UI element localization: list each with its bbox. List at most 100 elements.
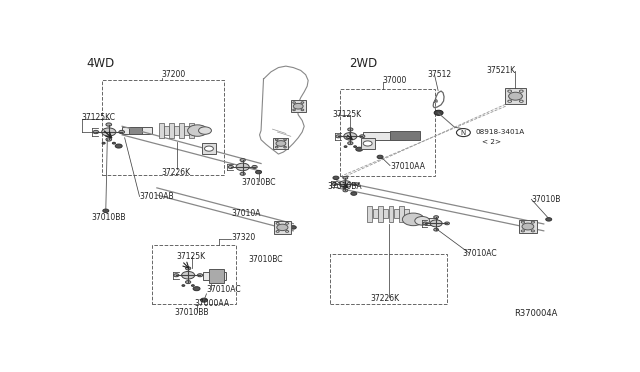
Circle shape [93, 130, 99, 134]
Circle shape [228, 166, 234, 169]
Circle shape [186, 280, 191, 283]
Text: 37010BC: 37010BC [249, 255, 283, 264]
Circle shape [348, 142, 353, 145]
Bar [202, 143, 216, 154]
Text: 37521K: 37521K [486, 66, 516, 75]
Text: 2WD: 2WD [349, 57, 378, 70]
Bar [291, 100, 306, 112]
Circle shape [106, 138, 111, 141]
Circle shape [508, 100, 511, 102]
Text: R370004A: R370004A [514, 310, 557, 318]
Bar [159, 123, 164, 138]
Circle shape [377, 155, 383, 158]
Text: 37010BB: 37010BB [174, 308, 209, 317]
Circle shape [292, 109, 296, 110]
Circle shape [276, 222, 279, 224]
Text: 37226K: 37226K [370, 294, 399, 303]
Circle shape [509, 92, 522, 100]
Circle shape [343, 176, 348, 179]
Bar [367, 206, 372, 221]
Circle shape [364, 141, 372, 146]
Circle shape [173, 274, 179, 277]
Text: 37010AB: 37010AB [140, 192, 174, 201]
Text: 37125KC: 37125KC [81, 113, 115, 122]
Circle shape [188, 125, 207, 136]
Circle shape [240, 172, 245, 175]
Bar [273, 138, 288, 149]
Bar [404, 209, 409, 218]
Circle shape [351, 192, 356, 195]
Bar [184, 126, 189, 135]
Bar [274, 221, 291, 234]
Text: 37226K: 37226K [162, 168, 191, 177]
Bar [174, 126, 179, 135]
Circle shape [423, 222, 428, 225]
Circle shape [333, 176, 339, 180]
Circle shape [292, 102, 296, 103]
Bar [330, 254, 447, 304]
Bar [505, 88, 526, 104]
Bar [361, 138, 374, 149]
Text: 37010AC: 37010AC [462, 249, 497, 258]
Circle shape [336, 135, 341, 138]
Circle shape [115, 144, 122, 148]
Circle shape [182, 272, 195, 279]
Circle shape [508, 90, 511, 92]
Text: 37200: 37200 [162, 70, 186, 79]
Circle shape [301, 109, 304, 110]
Bar [340, 89, 435, 176]
Bar [383, 209, 388, 218]
Circle shape [276, 231, 279, 232]
Bar [388, 206, 394, 221]
Bar [372, 209, 378, 218]
Circle shape [252, 166, 257, 169]
Circle shape [198, 127, 211, 134]
Text: 08918-3401A: 08918-3401A [476, 129, 525, 135]
Circle shape [348, 128, 353, 131]
Circle shape [293, 103, 303, 109]
Bar [189, 123, 194, 138]
Circle shape [276, 141, 286, 146]
Circle shape [520, 90, 523, 92]
Circle shape [205, 146, 213, 151]
Circle shape [284, 139, 286, 141]
Circle shape [275, 146, 278, 148]
Circle shape [434, 228, 438, 231]
Circle shape [522, 221, 525, 223]
Bar [179, 123, 184, 138]
Text: 37010BB: 37010BB [91, 214, 125, 222]
Text: N: N [461, 129, 466, 135]
Bar [122, 127, 152, 134]
Circle shape [102, 128, 116, 136]
Circle shape [522, 223, 534, 230]
Circle shape [186, 267, 191, 270]
Text: 37000: 37000 [383, 76, 407, 85]
Circle shape [102, 142, 105, 144]
Circle shape [343, 189, 348, 192]
Circle shape [301, 102, 304, 103]
Circle shape [434, 110, 443, 115]
Text: 37010B: 37010B [531, 195, 561, 204]
Bar [399, 206, 404, 221]
Text: 37010AC: 37010AC [207, 285, 241, 294]
Circle shape [430, 220, 442, 227]
Circle shape [193, 287, 200, 291]
Circle shape [344, 132, 357, 140]
Circle shape [277, 224, 288, 231]
Circle shape [191, 285, 195, 286]
Circle shape [285, 231, 289, 232]
Circle shape [103, 209, 109, 212]
Text: 4WD: 4WD [86, 57, 114, 70]
Bar [169, 123, 174, 138]
Text: 37320: 37320 [231, 234, 255, 243]
Circle shape [182, 285, 185, 286]
Text: 37010BC: 37010BC [241, 178, 276, 187]
Text: 37512: 37512 [428, 70, 451, 79]
Circle shape [520, 100, 523, 102]
Circle shape [332, 183, 337, 186]
Text: < 2>: < 2> [482, 139, 501, 145]
Text: 37000AA: 37000AA [194, 299, 229, 308]
Bar [129, 127, 142, 134]
Circle shape [240, 158, 245, 161]
Circle shape [360, 135, 365, 138]
